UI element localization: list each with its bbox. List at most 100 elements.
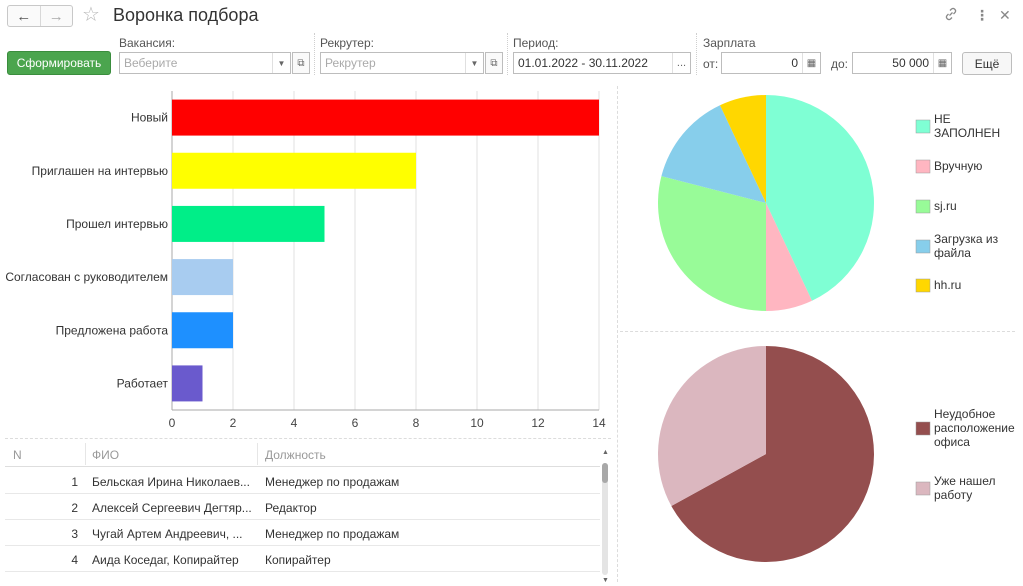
salary-to-value: 50 000 [892, 56, 929, 70]
scrollbar-track [602, 463, 608, 575]
legend-label: файла [934, 246, 971, 260]
table-row[interactable]: 2 Алексей Сергеевич Дегтяр... Редактор [5, 494, 600, 520]
calculator-icon[interactable]: ▦ [802, 53, 820, 73]
x-tick-label: 10 [470, 416, 484, 430]
bar [172, 259, 233, 296]
salary-to-label: до: [831, 57, 849, 71]
salary-from-label: от: [703, 57, 719, 71]
table-row[interactable]: 1 Бельская Ирина Николаев... Менеджер по… [5, 468, 600, 494]
legend-label: hh.ru [934, 278, 961, 292]
x-tick-label: 0 [169, 416, 176, 430]
legend-swatch [915, 421, 931, 436]
pie-slice [766, 95, 874, 301]
pie-slice [671, 346, 874, 562]
recruiter-field[interactable]: Рекрутер ▼ [320, 52, 484, 74]
panel-divider [617, 86, 618, 582]
x-tick-label: 12 [531, 416, 545, 430]
table-scrollbar[interactable]: ▲ ▼ [601, 449, 610, 584]
salary-from-value: 0 [791, 56, 798, 70]
pie-slice [766, 203, 812, 311]
forward-arrow-icon[interactable]: → [39, 6, 73, 26]
salary-label: Зарплата [703, 36, 756, 50]
column-header-position[interactable]: Должность [265, 448, 326, 462]
row-position: Менеджер по продажам [265, 527, 400, 541]
salary-to-field[interactable]: 50 000 ▦ [852, 52, 952, 74]
open-icon[interactable]: ⧉ [485, 52, 503, 74]
legend-label: Загрузка из [934, 232, 999, 246]
row-position: Менеджер по продажам [265, 475, 400, 489]
bar [172, 365, 203, 402]
legend-label: ЗАПОЛНЕН [934, 126, 1000, 140]
row-position: Редактор [265, 501, 317, 515]
row-fio: Алексей Сергеевич Дегтяр... [92, 501, 252, 515]
table-row[interactable]: 3 Чугай Артем Андреевич, ... Менеджер по… [5, 520, 600, 546]
bar [172, 99, 599, 136]
legend-label: офиса [934, 435, 970, 449]
period-select-button[interactable]: ... [672, 53, 690, 73]
navigation-group: ← → [7, 5, 73, 27]
legend-label: Уже нашел [934, 474, 995, 488]
x-tick-label: 2 [230, 416, 237, 430]
link-icon[interactable] [944, 7, 958, 24]
legend-label: расположение [934, 421, 1015, 435]
star-icon[interactable]: ☆ [82, 4, 100, 26]
vacancy-label: Вакансия: [119, 36, 176, 50]
generate-button[interactable]: Сформировать [7, 51, 111, 75]
pie-slice [658, 176, 766, 311]
dropdown-icon[interactable]: ▼ [465, 53, 483, 73]
period-label: Период: [513, 36, 559, 50]
legend-swatch [915, 481, 931, 496]
recruiter-label: Рекрутер: [320, 36, 374, 50]
back-arrow-icon[interactable]: ← [16, 7, 32, 25]
legend-label: НЕ [934, 112, 951, 126]
divider [696, 33, 697, 75]
open-icon[interactable]: ⧉ [292, 52, 310, 74]
scroll-up-icon[interactable]: ▲ [602, 449, 609, 456]
close-icon[interactable]: ✕ [999, 7, 1011, 23]
x-tick-label: 8 [413, 416, 420, 430]
bar [172, 205, 325, 242]
more-icon[interactable]: ⋮ [975, 7, 989, 23]
calculator-icon[interactable]: ▦ [933, 53, 951, 73]
table-row[interactable]: 4 Аида Коседаг, Копирайтер Копирайтер [5, 546, 600, 572]
pie-slice [661, 105, 766, 203]
row-fio: Чугай Артем Андреевич, ... [92, 527, 243, 541]
row-number: 2 [71, 501, 78, 515]
category-label: Приглашен на интервью [32, 164, 168, 178]
legend-swatch [915, 159, 931, 174]
divider [507, 33, 508, 75]
vacancy-placeholder: Веберите [124, 56, 178, 70]
period-value: 01.01.2022 - 30.11.2022 [518, 56, 648, 70]
panel-divider [620, 331, 1015, 332]
column-header-fio[interactable]: ФИО [92, 448, 120, 462]
row-number: 1 [71, 475, 78, 489]
column-header-n[interactable]: N [13, 448, 22, 462]
row-number: 3 [71, 527, 78, 541]
legend-swatch [915, 239, 931, 254]
legend-swatch [915, 199, 931, 214]
category-label: Работает [117, 376, 169, 390]
salary-from-field[interactable]: 0 ▦ [721, 52, 821, 74]
page-title: Воронка подбора [113, 5, 259, 25]
vacancy-field[interactable]: Веберите ▼ [119, 52, 291, 74]
pie-slice [658, 346, 766, 507]
title-bar: ← → ☆ Воронка подбора ⋮ ✕ [0, 0, 1023, 32]
scrollbar-thumb[interactable] [602, 463, 608, 483]
pie-slice [720, 95, 766, 203]
scroll-down-icon[interactable]: ▼ [602, 577, 609, 584]
legend-label: работу [934, 488, 972, 502]
row-fio: Аида Коседаг, Копирайтер [92, 553, 239, 567]
x-tick-label: 4 [291, 416, 298, 430]
legend-label: Вручную [934, 159, 982, 173]
period-field[interactable]: 01.01.2022 - 30.11.2022 ... [513, 52, 691, 74]
dropdown-icon[interactable]: ▼ [272, 53, 290, 73]
legend-label: Неудобное [934, 407, 996, 421]
divider [314, 33, 315, 75]
row-number: 4 [71, 553, 78, 567]
bar [172, 312, 233, 349]
category-label: Согласован с руководителем [5, 270, 168, 284]
more-button[interactable]: Ещё [962, 52, 1012, 75]
row-fio: Бельская Ирина Николаев... [92, 475, 250, 489]
category-label: Прошел интервью [66, 217, 168, 231]
